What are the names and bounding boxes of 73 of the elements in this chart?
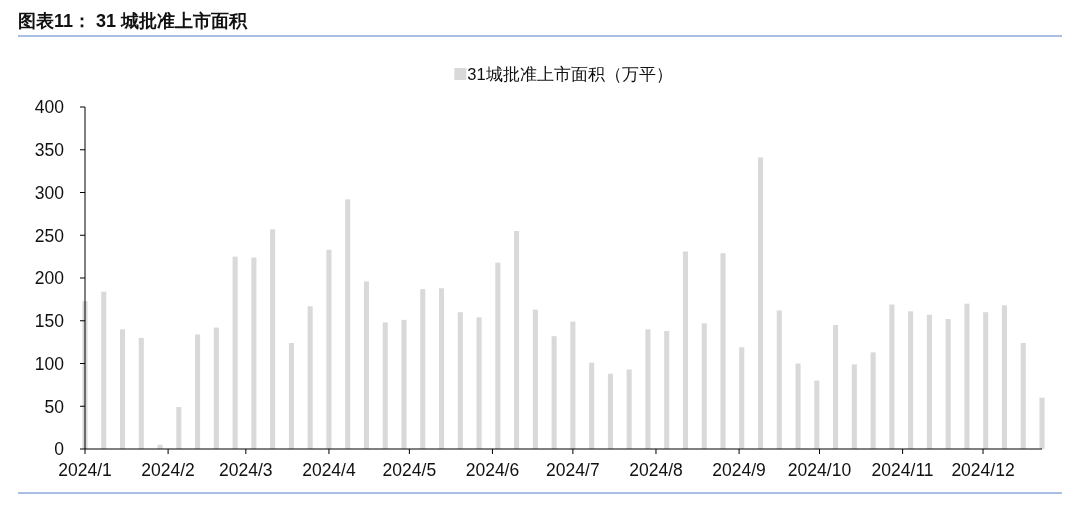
y-tick-label: 350 [34,140,65,161]
legend-label: 31城批准上市面积（万平） [467,65,673,83]
bar [439,288,445,449]
bar [176,407,182,449]
x-tick-label: 2024/4 [302,460,356,480]
bar [1020,342,1026,449]
bar [1039,397,1045,449]
bar [833,325,839,449]
y-tick-label: 300 [34,182,65,203]
bar [288,342,294,449]
bar [926,314,932,449]
x-tick-label: 2024/12 [951,460,1015,480]
bar [251,257,257,449]
bar [908,311,914,449]
bar [382,322,388,449]
bar [664,331,670,449]
bar [495,262,501,449]
bar [401,319,407,449]
bar [476,317,482,449]
bar [889,304,895,449]
bar [739,347,745,449]
bar [626,369,632,449]
bar [232,256,238,449]
bar [607,373,613,449]
bar [363,281,369,449]
bar [101,291,107,449]
bar [814,380,820,449]
x-tick-label: 2024/9 [712,460,766,480]
bar [570,321,576,449]
x-tick-label: 2024/6 [465,460,520,480]
x-tick-label: 2024/5 [382,460,437,480]
bar [701,323,707,449]
y-tick-label: 100 [34,353,65,374]
bar [983,312,989,449]
x-tick-label: 2024/10 [787,460,852,480]
y-tick-label: 150 [34,311,65,332]
bar [420,289,426,449]
bar [720,253,726,449]
bar [514,230,520,449]
x-tick-label: 2024/8 [629,460,683,480]
bar [213,327,219,449]
bar [964,303,970,449]
x-tick-label: 2024/3 [219,460,273,480]
x-tick-label: 2024/11 [871,460,934,480]
bar [851,364,857,449]
chart-title: 图表11： 31 城批准上市面积 [18,11,249,31]
bar [270,229,276,449]
x-tick-label: 2024/2 [141,460,195,480]
bar [1001,305,1008,449]
bar [682,251,688,449]
bar [758,157,764,449]
x-tick-label: 2024/7 [546,460,600,480]
bar [795,363,801,449]
bar [326,249,332,449]
bar [645,329,651,449]
bar [870,352,876,449]
x-tick-label: 2024/1 [58,460,112,480]
bar [138,337,144,449]
y-tick-label: 200 [34,268,65,289]
bar [776,310,782,449]
bar [589,362,595,449]
bar [945,319,951,449]
y-tick-label: 50 [44,396,65,417]
y-tick-label: 0 [54,439,65,460]
y-tick-label: 250 [34,225,65,246]
bar [120,329,126,449]
bar [532,309,538,449]
bar [345,199,351,449]
bar [195,334,201,449]
bar [307,306,313,449]
bar [551,336,557,449]
y-tick-label: 400 [34,97,65,118]
bar [457,312,463,449]
